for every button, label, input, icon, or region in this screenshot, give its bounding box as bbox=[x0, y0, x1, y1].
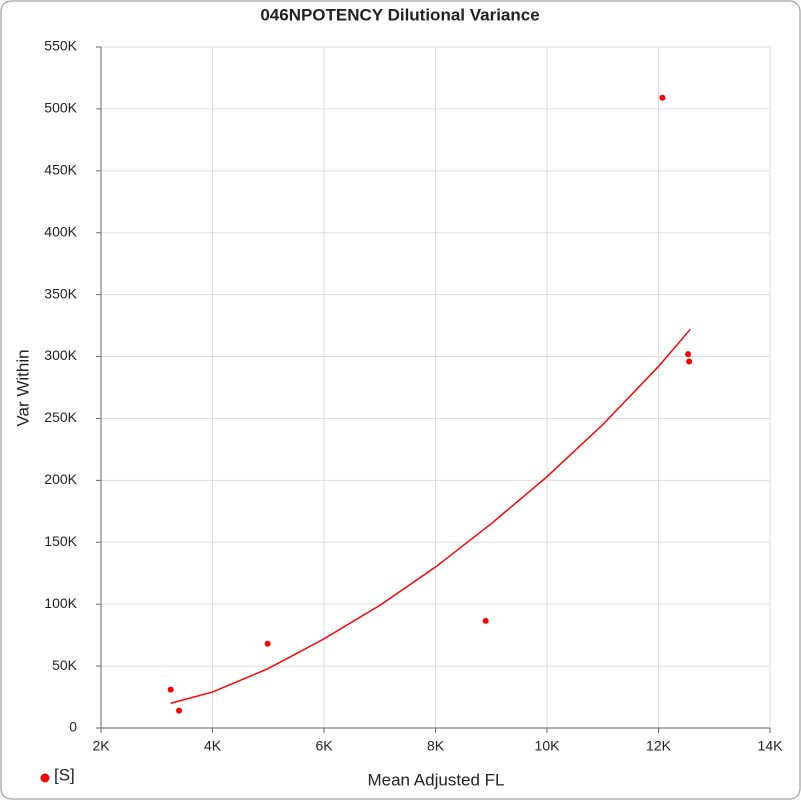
x-tick-label: 14K bbox=[758, 738, 784, 754]
y-tick-label: 350K bbox=[44, 285, 77, 301]
y-tick-label: 50K bbox=[52, 657, 78, 673]
y-tick-label: 150K bbox=[44, 533, 77, 549]
x-tick-label: 10K bbox=[535, 738, 561, 754]
x-tick-label: 4K bbox=[204, 738, 222, 754]
point bbox=[685, 351, 692, 358]
y-tick-label: 250K bbox=[44, 409, 77, 425]
point bbox=[686, 358, 693, 365]
y-tick-label: 500K bbox=[44, 100, 77, 116]
y-tick-label: 300K bbox=[44, 347, 77, 363]
point bbox=[659, 94, 666, 101]
y-axis-label: Var Within bbox=[13, 349, 32, 426]
y-tick-label: 100K bbox=[44, 595, 77, 611]
fit-line bbox=[170, 328, 691, 704]
y-tick-label: 400K bbox=[44, 223, 77, 239]
point bbox=[264, 640, 271, 647]
x-axis-label: Mean Adjusted FL bbox=[367, 770, 504, 789]
legend-label: [S] bbox=[54, 765, 75, 784]
point bbox=[167, 686, 174, 693]
point bbox=[176, 707, 183, 714]
x-tick-label: 2K bbox=[92, 738, 110, 754]
y-tick-label: 550K bbox=[44, 38, 77, 54]
y-tick-label: 450K bbox=[44, 162, 77, 178]
legend-marker bbox=[40, 773, 50, 783]
x-tick-label: 6K bbox=[315, 738, 333, 754]
point bbox=[482, 617, 489, 624]
y-tick-label: 0 bbox=[69, 719, 77, 735]
x-tick-label: 8K bbox=[427, 738, 445, 754]
chart-title: 046NPOTENCY Dilutional Variance bbox=[260, 5, 539, 24]
x-tick-label: 12K bbox=[646, 738, 672, 754]
y-tick-label: 200K bbox=[44, 471, 77, 487]
